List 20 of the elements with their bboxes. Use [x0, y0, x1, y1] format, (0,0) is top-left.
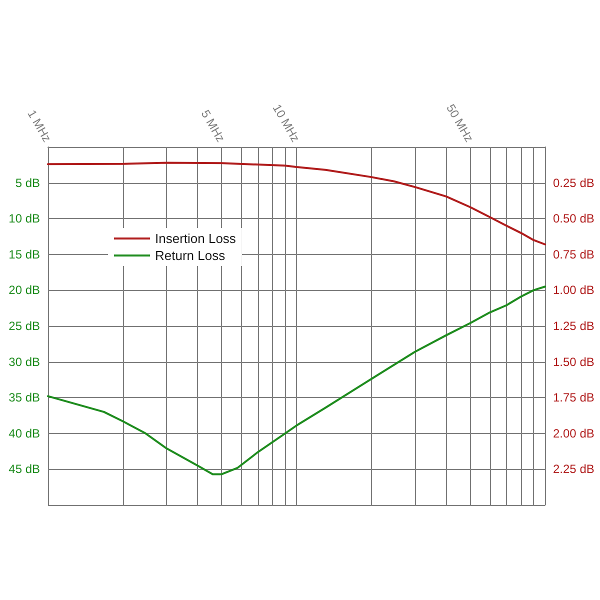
y-tick-label: 25 dB: [8, 319, 40, 333]
y-tick-label: 35 dB: [8, 390, 40, 405]
y-tick-label: 5 dB: [15, 176, 40, 190]
y2-tick-label: 1.25 dB: [553, 319, 594, 333]
y2-tick-label: 0.25 dB: [553, 176, 594, 190]
legend-label: Insertion Loss: [155, 231, 236, 246]
y-tick-label: 10 dB: [8, 212, 40, 226]
y2-tick-label: 1.50 dB: [553, 354, 594, 369]
y-tick-label: 40 dB: [8, 426, 40, 440]
legend-label: Return Loss: [155, 248, 226, 263]
y2-tick-label: 0.50 dB: [553, 212, 594, 226]
y2-tick-label: 2.25 dB: [553, 462, 594, 476]
y-tick-label: 45 dB: [8, 462, 40, 476]
y2-tick-label: 2.00 dB: [553, 426, 594, 440]
y-tick-label: 30 dB: [8, 354, 40, 369]
y2-tick-label: 1.00 dB: [553, 283, 594, 298]
y2-tick-label: 0.75 dB: [553, 247, 594, 262]
y-tick-label: 20 dB: [8, 283, 40, 298]
y2-tick-label: 1.75 dB: [553, 390, 594, 405]
y-tick-label: 15 dB: [8, 247, 40, 262]
